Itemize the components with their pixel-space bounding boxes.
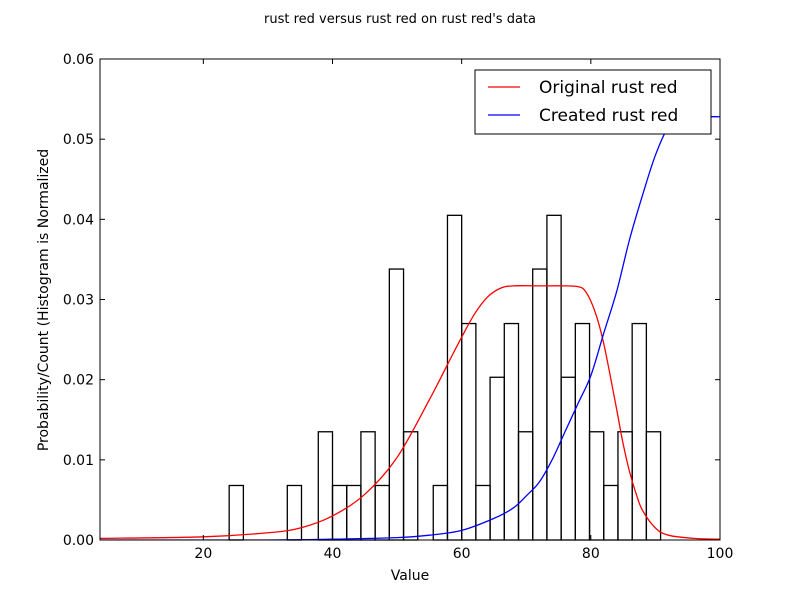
- y-tick-label-0: 0.00: [63, 533, 94, 549]
- histogram-bar-20: [588, 431, 605, 541]
- histogram-bar-1: [286, 484, 303, 541]
- chart-title: rust red versus rust red on rust red's d…: [264, 12, 536, 27]
- histogram-bar-10: [446, 214, 463, 541]
- histogram-bar-7: [388, 268, 405, 541]
- x-tick-label-4: 100: [707, 546, 734, 562]
- histogram-bar-14: [503, 322, 520, 541]
- histogram-bar-18: [560, 376, 576, 541]
- y-tick-label-5: 0.05: [63, 132, 94, 148]
- x-tick-label-2: 60: [453, 546, 471, 562]
- series-line-original: [100, 285, 720, 540]
- legend: Original rust red Created rust red: [474, 69, 712, 135]
- histogram-bar-6: [374, 484, 390, 541]
- y-tick-label-3: 0.03: [63, 293, 94, 309]
- axis-ticks: 20 40 60 80 100 0.00 0.01 0.02 0.03 0.04 0.05 0.06: [63, 52, 734, 562]
- histogram-bar-13: [489, 376, 505, 541]
- series-line-created: [100, 115, 720, 540]
- histogram-bar-8: [402, 431, 419, 541]
- y-tick-label-4: 0.04: [63, 212, 94, 228]
- legend-box: [474, 69, 712, 135]
- histogram-bar-0: [228, 484, 245, 541]
- histogram-bar-2: [317, 431, 334, 541]
- x-tick-label-1: 40: [324, 546, 342, 562]
- histogram-bar-19: [574, 322, 591, 541]
- legend-label-0: Original rust red: [539, 78, 677, 98]
- x-axis-label: Value: [391, 568, 429, 584]
- histogram-bar-24: [645, 431, 662, 541]
- y-tick-label-1: 0.01: [63, 453, 94, 469]
- x-tick-label-3: 80: [582, 546, 600, 562]
- histogram-bar-21: [603, 484, 619, 541]
- histogram-bar-17: [546, 214, 562, 541]
- histogram-bar-16: [532, 268, 548, 541]
- histogram-bar-11: [461, 322, 477, 541]
- y-tick-label-2: 0.02: [63, 373, 94, 389]
- histogram-bar-4: [346, 484, 362, 541]
- legend-label-1: Created rust red: [539, 106, 678, 126]
- histogram-bar-15: [517, 431, 534, 541]
- histogram-bar-12: [475, 484, 491, 541]
- histogram-bar-23: [631, 322, 648, 541]
- y-tick-label-6: 0.06: [63, 52, 94, 68]
- series-lines: [100, 115, 720, 540]
- histogram-bar-22: [617, 431, 633, 541]
- y-axis-label: Probability/Count (Histogram is Normaliz…: [36, 149, 52, 451]
- x-tick-label-0: 20: [194, 546, 212, 562]
- histogram: [228, 214, 662, 541]
- histogram-bar-9: [432, 484, 449, 541]
